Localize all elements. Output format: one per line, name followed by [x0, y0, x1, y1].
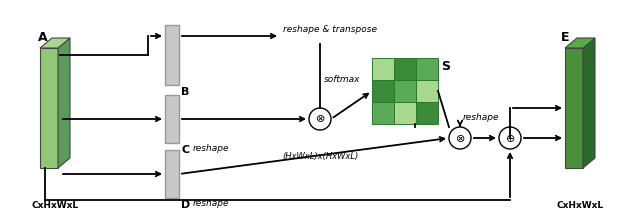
Text: reshape & transpose: reshape & transpose — [283, 25, 377, 34]
Polygon shape — [40, 38, 70, 48]
Text: D: D — [181, 200, 190, 210]
Bar — [394, 102, 416, 124]
Text: $\otimes$: $\otimes$ — [455, 132, 465, 143]
Bar — [165, 25, 179, 85]
Text: S: S — [441, 60, 450, 73]
Text: softmax: softmax — [324, 76, 360, 85]
Bar — [416, 102, 438, 124]
Text: E: E — [561, 31, 570, 44]
Text: CxHxWxL: CxHxWxL — [556, 201, 604, 210]
Polygon shape — [565, 48, 583, 168]
Text: CxHxWxL: CxHxWxL — [31, 201, 79, 210]
Polygon shape — [583, 38, 595, 168]
Bar — [416, 80, 438, 102]
Text: $\oplus$: $\oplus$ — [505, 132, 515, 143]
Text: A: A — [38, 31, 47, 44]
Text: reshape: reshape — [463, 113, 499, 122]
Bar — [372, 80, 394, 102]
Bar — [165, 95, 179, 143]
Polygon shape — [40, 48, 58, 168]
Bar — [372, 102, 394, 124]
Text: (HxWxL)x(HxWxL): (HxWxL)x(HxWxL) — [282, 152, 358, 161]
Text: B: B — [181, 87, 189, 97]
Text: $\otimes$: $\otimes$ — [315, 113, 325, 124]
Bar — [394, 80, 416, 102]
Text: reshape: reshape — [193, 199, 230, 208]
Bar — [372, 58, 394, 80]
Polygon shape — [565, 38, 595, 48]
Polygon shape — [58, 38, 70, 168]
Bar — [165, 150, 179, 198]
Text: C: C — [181, 145, 189, 155]
Text: reshape: reshape — [193, 144, 230, 153]
Bar — [416, 58, 438, 80]
Bar — [394, 58, 416, 80]
